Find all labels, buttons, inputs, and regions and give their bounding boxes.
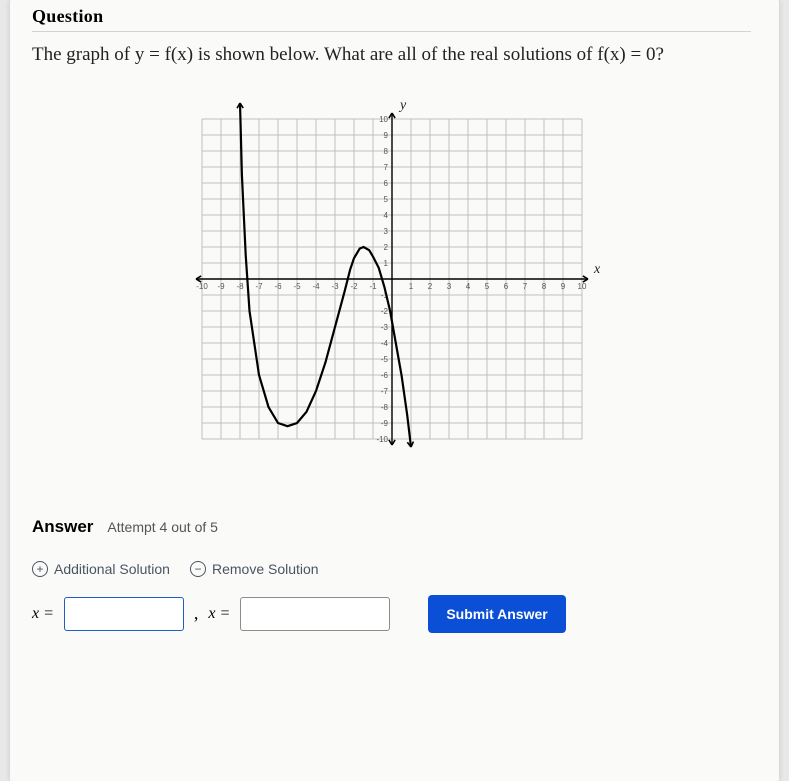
remove-solution-label: Remove Solution xyxy=(212,561,319,577)
svg-text:5: 5 xyxy=(484,282,489,291)
svg-text:10: 10 xyxy=(379,115,388,124)
svg-text:6: 6 xyxy=(503,282,508,291)
svg-text:7: 7 xyxy=(383,163,388,172)
svg-text:-3: -3 xyxy=(380,323,388,332)
svg-text:-7: -7 xyxy=(380,387,388,396)
svg-text:7: 7 xyxy=(522,282,527,291)
svg-text:2: 2 xyxy=(427,282,432,291)
svg-text:-4: -4 xyxy=(312,282,320,291)
svg-text:5: 5 xyxy=(383,195,388,204)
svg-text:1: 1 xyxy=(408,282,413,291)
question-header: Question xyxy=(32,0,751,32)
x-equals-label-1: x = xyxy=(32,605,54,623)
svg-text:-5: -5 xyxy=(380,355,388,364)
svg-text:-5: -5 xyxy=(293,282,301,291)
additional-solution-label: Additional Solution xyxy=(54,561,170,577)
svg-text:-9: -9 xyxy=(217,282,225,291)
svg-text:-2: -2 xyxy=(380,307,388,316)
additional-solution-button[interactable]: + Additional Solution xyxy=(32,561,170,577)
plus-icon: + xyxy=(32,561,48,577)
svg-text:-3: -3 xyxy=(331,282,339,291)
graph-plot: -10 -9 -8 -7 -6 -5 -4 -3 -2 -1 1 2 3 4 5 6 7 8 9 10 -10 -9 -8 -… xyxy=(182,89,602,469)
solution-input-2[interactable] xyxy=(240,597,390,631)
answer-label: Answer xyxy=(32,517,93,537)
question-text: The graph of y = f(x) is shown below. Wh… xyxy=(32,42,751,69)
svg-text:9: 9 xyxy=(383,131,388,140)
svg-text:2: 2 xyxy=(383,243,388,252)
svg-text:-8: -8 xyxy=(380,403,388,412)
svg-text:8: 8 xyxy=(383,147,388,156)
svg-text:x: x xyxy=(593,262,601,277)
svg-text:-8: -8 xyxy=(236,282,244,291)
svg-text:3: 3 xyxy=(446,282,451,291)
svg-text:9: 9 xyxy=(560,282,565,291)
solution-input-1[interactable] xyxy=(64,597,184,631)
chart-container: -10 -9 -8 -7 -6 -5 -4 -3 -2 -1 1 2 3 4 5 6 7 8 9 10 -10 -9 -8 -… xyxy=(32,89,751,469)
svg-text:6: 6 xyxy=(383,179,388,188)
svg-text:-10: -10 xyxy=(376,435,388,444)
svg-text:4: 4 xyxy=(383,211,388,220)
attempt-text: Attempt 4 out of 5 xyxy=(107,519,218,535)
svg-text:-4: -4 xyxy=(380,339,388,348)
svg-text:-2: -2 xyxy=(350,282,358,291)
svg-text:4: 4 xyxy=(465,282,470,291)
separator-comma: , xyxy=(194,603,199,624)
svg-text:-6: -6 xyxy=(274,282,282,291)
svg-text:10: 10 xyxy=(577,282,586,291)
svg-text:-7: -7 xyxy=(255,282,263,291)
svg-text:-10: -10 xyxy=(196,282,208,291)
svg-text:1: 1 xyxy=(383,259,388,268)
minus-icon: − xyxy=(190,561,206,577)
svg-text:-1: -1 xyxy=(369,282,377,291)
svg-text:y: y xyxy=(398,98,407,113)
svg-text:-6: -6 xyxy=(380,371,388,380)
submit-button[interactable]: Submit Answer xyxy=(428,595,565,633)
remove-solution-button[interactable]: − Remove Solution xyxy=(190,561,319,577)
x-equals-label-2: x = xyxy=(208,605,230,623)
svg-text:3: 3 xyxy=(383,227,388,236)
svg-text:8: 8 xyxy=(541,282,546,291)
svg-text:-9: -9 xyxy=(380,419,388,428)
answer-section: Answer Attempt 4 out of 5 + Additional S… xyxy=(32,509,751,633)
